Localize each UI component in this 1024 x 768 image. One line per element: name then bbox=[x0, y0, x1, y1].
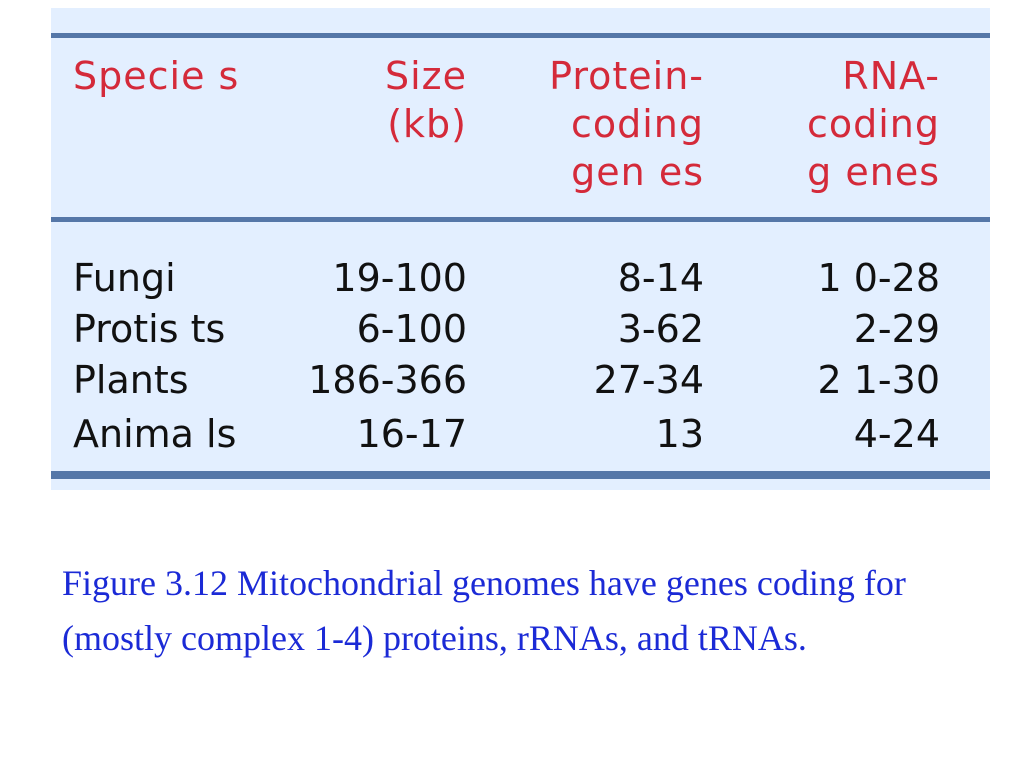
table-header-rule bbox=[51, 217, 990, 222]
cell-rna: 2-29 bbox=[853, 307, 940, 351]
table-row: Anima ls 16-17 13 4-24 bbox=[51, 408, 990, 460]
cell-rna: 2 1-30 bbox=[817, 358, 941, 402]
header-protein-line: gen es bbox=[571, 150, 704, 194]
cell-protein: 27-34 bbox=[593, 358, 704, 402]
cell-species: Anima ls bbox=[73, 412, 237, 456]
cell-size: 16-17 bbox=[356, 412, 467, 456]
cell-protein: 13 bbox=[655, 412, 704, 456]
cell-protein: 8-14 bbox=[617, 256, 704, 300]
cell-species: Protis ts bbox=[73, 307, 226, 351]
header-size-line: (kb) bbox=[387, 102, 467, 146]
cell-protein: 3-62 bbox=[617, 307, 704, 351]
cell-species: Fungi bbox=[73, 256, 176, 300]
cell-species: Plants bbox=[73, 358, 189, 402]
header-protein-line: coding bbox=[570, 102, 704, 146]
header-rna-line: coding bbox=[806, 102, 940, 146]
cell-rna: 4-24 bbox=[853, 412, 940, 456]
header-rna-line: RNA- bbox=[842, 54, 940, 98]
cell-size: 186-366 bbox=[308, 358, 467, 402]
cell-size: 6-100 bbox=[356, 307, 467, 351]
header-rna-line: g enes bbox=[807, 150, 940, 194]
header-species-line: Specie s bbox=[73, 54, 240, 98]
header-size-line: Size bbox=[384, 54, 467, 98]
table-bottom-rule bbox=[51, 471, 990, 479]
header-protein-coding-genes: Protein- coding gen es bbox=[549, 52, 704, 196]
genome-table: Specie s Size (kb) Protein- coding gen e… bbox=[51, 8, 990, 490]
table-top-rule bbox=[51, 33, 990, 38]
header-species: Specie s bbox=[73, 52, 239, 100]
cell-rna: 1 0-28 bbox=[817, 256, 941, 300]
table-row: Plants 186-366 27-34 2 1-30 bbox=[51, 354, 990, 406]
table-row: Fungi 19-100 8-14 1 0-28 bbox=[51, 252, 990, 304]
cell-size: 19-100 bbox=[332, 256, 467, 300]
header-rna-coding-genes: RNA- coding g enes bbox=[807, 52, 940, 196]
header-protein-line: Protein- bbox=[549, 54, 704, 98]
header-size: Size (kb) bbox=[385, 52, 467, 148]
table-row: Protis ts 6-100 3-62 2-29 bbox=[51, 303, 990, 355]
figure-caption: Figure 3.12 Mitochondrial genomes have g… bbox=[62, 563, 906, 658]
